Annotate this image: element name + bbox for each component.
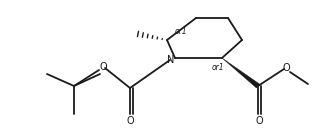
Text: O: O — [282, 63, 290, 73]
Text: N: N — [167, 55, 175, 65]
Polygon shape — [222, 58, 260, 88]
Text: or1: or1 — [212, 64, 224, 72]
Text: O: O — [255, 116, 263, 126]
Text: O: O — [99, 62, 107, 72]
Text: or1: or1 — [175, 27, 188, 36]
Text: O: O — [126, 116, 134, 126]
